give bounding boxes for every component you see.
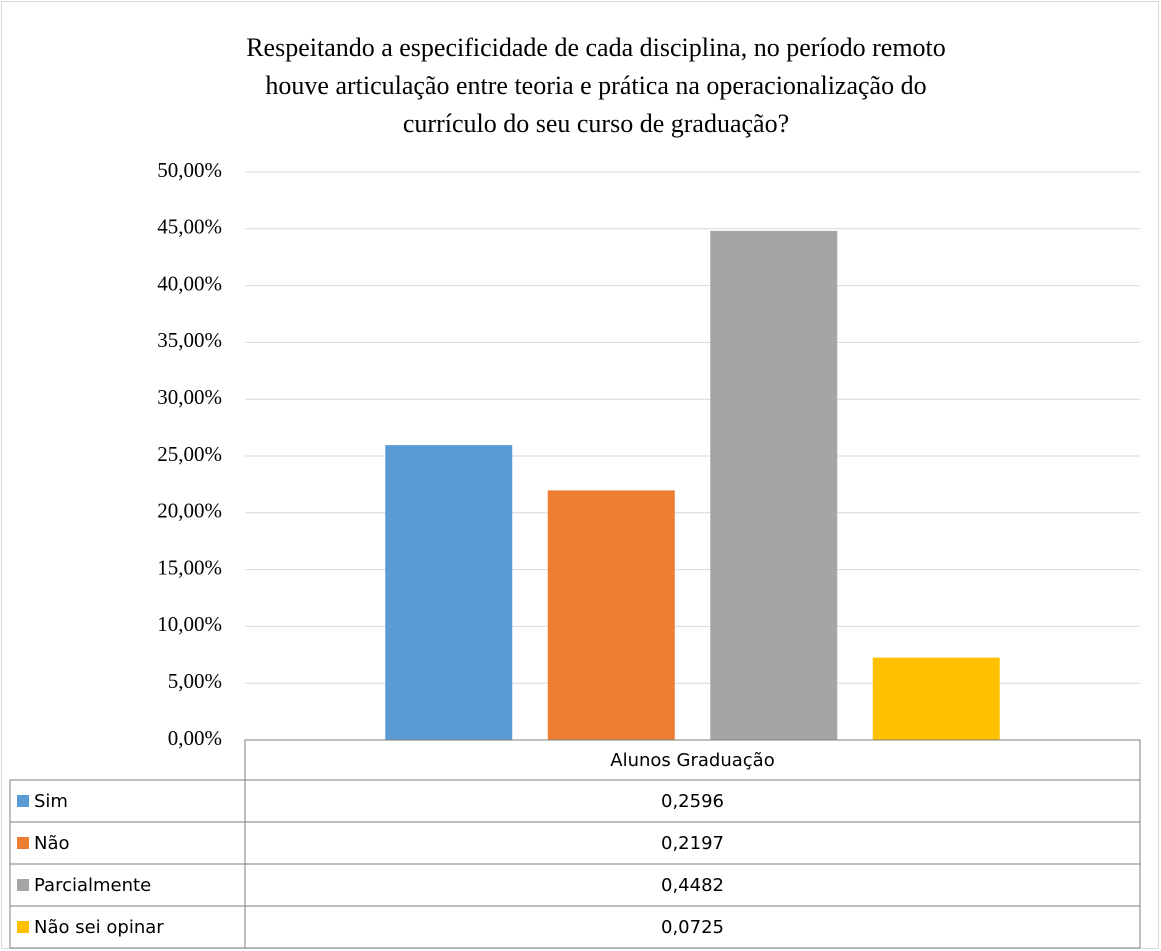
y-tick-label: 0,00% <box>168 726 222 750</box>
y-tick-label: 10,00% <box>157 612 222 636</box>
table-value: 0,4482 <box>661 875 724 896</box>
table-value-cell <box>244 905 1141 949</box>
table-value: 0,2596 <box>661 791 724 812</box>
chart-title-line: Respeitando a especificidade de cada dis… <box>246 33 946 62</box>
y-tick-label: 30,00% <box>157 385 222 409</box>
bar <box>547 490 675 740</box>
y-tick-label: 50,00% <box>157 158 222 182</box>
legend-label: Parcialmente <box>34 875 151 896</box>
legend-key <box>17 795 29 807</box>
table-value: 0,0725 <box>661 917 724 938</box>
bar <box>385 445 513 740</box>
table-value: 0,2197 <box>661 833 724 854</box>
legend-key <box>17 879 29 891</box>
chart-title-line: currículo do seu curso de graduação? <box>403 109 789 138</box>
y-tick-label: 15,00% <box>157 555 222 579</box>
table-header: Alunos Graduação <box>610 750 774 771</box>
legend-label: Não sei opinar <box>34 917 164 938</box>
y-tick-label: 45,00% <box>157 215 222 239</box>
legend-label: Sim <box>34 791 68 812</box>
y-tick-label: 35,00% <box>157 328 222 352</box>
legend-key <box>17 837 29 849</box>
y-tick-label: 40,00% <box>157 271 222 295</box>
bar <box>710 230 838 741</box>
y-tick-label: 25,00% <box>157 442 222 466</box>
legend-label: Não <box>34 833 70 854</box>
y-tick-label: 20,00% <box>157 499 222 523</box>
chart-title-line: houve articulação entre teoria e prática… <box>265 71 926 100</box>
legend-key <box>17 921 29 933</box>
bar <box>872 657 1000 740</box>
y-tick-label: 5,00% <box>168 669 222 693</box>
